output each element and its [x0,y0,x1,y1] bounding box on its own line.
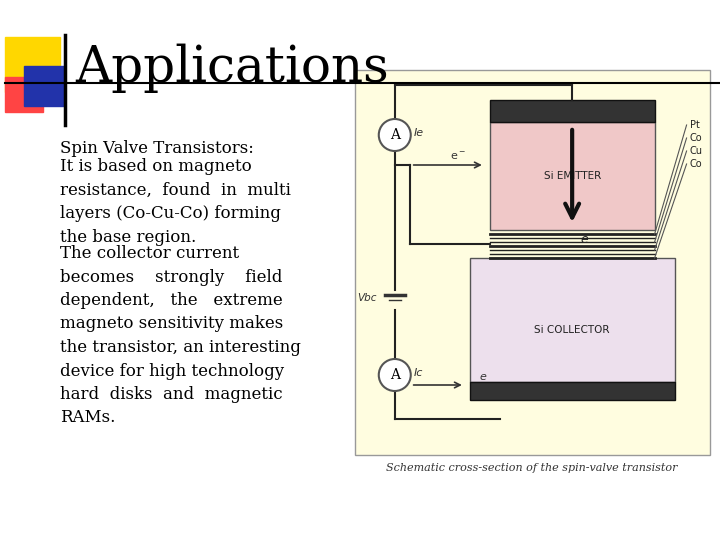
Text: A: A [390,128,400,142]
Text: The collector current
becomes    strongly    field
dependent,   the   extreme
ma: The collector current becomes strongly f… [60,245,301,427]
Text: Si EMITTER: Si EMITTER [544,171,600,181]
Bar [490,100,654,122]
Bar [24,66,64,106]
Text: Cu: Cu [690,146,703,156]
Text: e: e [480,372,487,382]
Text: Si COLLECTOR: Si COLLECTOR [534,325,610,335]
Text: Applications: Applications [75,43,389,93]
Bar [469,382,675,400]
Text: Schematic cross-section of the spin-valve transistor: Schematic cross-section of the spin-valv… [387,463,678,473]
Text: Spin Valve Transistors:: Spin Valve Transistors: [60,140,254,157]
Text: Pt: Pt [690,120,699,130]
Text: Co: Co [690,133,702,143]
Text: Ic: Ic [414,368,423,378]
Circle shape [379,359,410,391]
Text: It is based on magneto
resistance,  found  in  multi
layers (Co-Cu-Co) forming
t: It is based on magneto resistance, found… [60,158,291,246]
Text: e: e [580,233,588,246]
Text: Co: Co [690,159,702,169]
Bar [355,70,710,455]
Text: A: A [390,368,400,382]
Bar [5,37,60,92]
Bar [5,77,43,112]
Text: e$^-$: e$^-$ [450,151,466,162]
Circle shape [379,119,410,151]
Bar [469,258,675,382]
Text: Ie: Ie [414,128,424,138]
Text: Vbc: Vbc [357,293,377,303]
Bar [490,122,654,230]
